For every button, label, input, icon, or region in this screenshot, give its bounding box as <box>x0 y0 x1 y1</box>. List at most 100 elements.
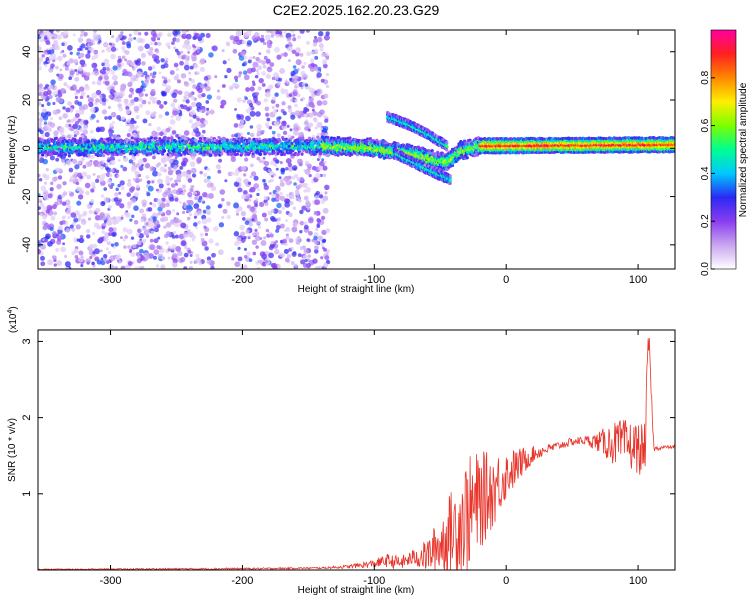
noise-cell <box>318 160 325 167</box>
ridge-cell <box>231 141 235 146</box>
noise-cell <box>189 92 193 97</box>
noise-cell <box>264 217 269 222</box>
noise-cell <box>45 209 50 214</box>
noise-cell <box>195 133 200 138</box>
noise-cell <box>86 261 90 265</box>
noise-cell <box>287 45 293 52</box>
noise-cell <box>247 181 252 185</box>
noise-cell <box>204 232 209 236</box>
noise-cell <box>77 101 83 107</box>
noise-cell <box>206 110 210 115</box>
noise-cell <box>231 257 235 261</box>
noise-cell <box>167 45 171 49</box>
noise-cell <box>38 61 42 66</box>
noise-cell <box>114 255 120 261</box>
noise-cell <box>61 219 66 225</box>
ridge-cell <box>247 151 252 155</box>
noise-cell <box>176 212 180 216</box>
figure-title: C2E2.2025.162.20.23.G29 <box>273 2 440 18</box>
noise-cell <box>160 157 167 164</box>
noise-cell <box>190 95 195 100</box>
noise-cell <box>62 242 66 246</box>
noise-cell <box>74 68 78 72</box>
noise-cell <box>189 161 196 167</box>
noise-cell <box>325 84 330 89</box>
noise-cell <box>41 134 45 138</box>
noise-cell <box>81 218 86 223</box>
noise-cell <box>180 222 187 229</box>
noise-cell <box>224 179 228 183</box>
ridge-cell <box>348 136 352 140</box>
noise-cell <box>90 154 95 159</box>
noise-cell <box>256 100 262 106</box>
noise-cell <box>118 191 122 195</box>
noise-cell <box>187 50 191 54</box>
noise-cell <box>320 256 324 260</box>
noise-cell <box>130 186 136 192</box>
noise-cell <box>257 188 261 192</box>
noise-cell <box>194 32 201 39</box>
noise-cell <box>122 238 126 242</box>
noise-cell <box>189 254 193 258</box>
noise-cell <box>50 63 55 68</box>
noise-cell <box>64 66 69 71</box>
noise-cell <box>276 116 281 121</box>
noise-cell <box>261 129 265 134</box>
noise-cell <box>175 133 179 138</box>
noise-cell <box>192 114 197 119</box>
noise-cell <box>246 131 251 135</box>
noise-cell <box>130 166 137 173</box>
noise-cell <box>252 251 257 256</box>
noise-cell <box>155 50 160 54</box>
noise-cell <box>156 245 161 250</box>
noise-cell <box>319 47 324 52</box>
noise-cell <box>270 178 274 182</box>
noise-cell <box>49 227 54 232</box>
noise-cell <box>101 109 107 115</box>
noise-cell <box>130 197 137 204</box>
noise-cell <box>41 214 47 220</box>
ridge-cell <box>211 143 216 147</box>
noise-cell <box>323 247 327 252</box>
noise-cell <box>206 167 211 172</box>
noise-cell <box>157 211 162 216</box>
noise-cell <box>199 123 204 129</box>
noise-cell <box>292 37 297 42</box>
noise-cell <box>73 134 77 138</box>
noise-cell <box>243 55 248 60</box>
noise-cell <box>43 50 47 54</box>
noise-cell <box>305 30 310 33</box>
ridge-cell <box>194 138 198 143</box>
noise-cell <box>312 258 318 264</box>
noise-cell <box>51 36 55 40</box>
noise-cell <box>53 258 57 262</box>
noise-cell <box>38 45 42 52</box>
noise-cell <box>262 64 267 69</box>
noise-cell <box>181 54 186 60</box>
noise-cell <box>263 55 268 60</box>
noise-cell <box>44 238 49 243</box>
noise-cell <box>119 180 125 186</box>
noise-cell <box>290 70 296 76</box>
noise-cell <box>77 37 84 43</box>
noise-cell <box>104 43 108 47</box>
noise-cell <box>276 264 281 269</box>
noise-cell <box>318 194 324 199</box>
ridge-cell <box>311 143 315 147</box>
noise-cell <box>176 176 180 181</box>
noise-cell <box>314 231 319 237</box>
ridge-cell <box>291 135 295 139</box>
noise-cell <box>107 204 112 209</box>
noise-cell <box>82 164 87 169</box>
noise-cell <box>203 172 208 177</box>
noise-cell <box>180 73 187 79</box>
noise-cell <box>174 197 179 202</box>
noise-cell <box>175 115 182 121</box>
noise-cell <box>122 166 128 172</box>
noise-cell <box>269 233 274 238</box>
noise-cell <box>61 201 67 206</box>
noise-cell <box>273 108 278 113</box>
noise-cell <box>264 106 270 112</box>
noise-cell <box>271 105 275 110</box>
noise-cell <box>147 101 151 105</box>
